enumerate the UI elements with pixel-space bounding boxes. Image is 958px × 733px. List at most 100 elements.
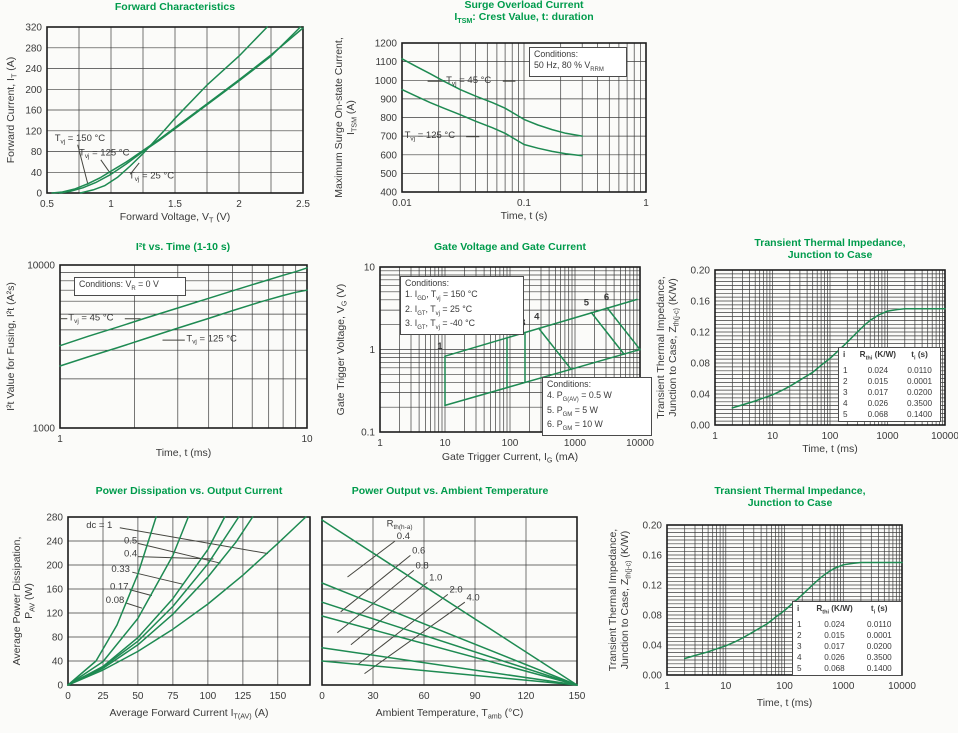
series-tvj-125c (59, 26, 302, 194)
series-rth-0p6 (321, 582, 578, 686)
annotation-label: 2.0 (450, 585, 463, 596)
y-tick-label: 80 (52, 633, 64, 644)
x-axis-label: Time, t (ms) (156, 447, 212, 459)
y-tick-label: 120 (25, 126, 42, 137)
y-tick-label: 0.04 (643, 641, 663, 652)
x-tick-label: 30 (367, 691, 379, 702)
x-tick-label: 60 (418, 691, 430, 702)
y-axis-label: Junction to Case, Zth(j-c) (K/W) (619, 531, 632, 669)
annotation-label: 0.5 (124, 535, 137, 546)
label-leader-line (347, 540, 396, 578)
series-rth-1p0 (321, 615, 578, 686)
y-tick-label: 280 (46, 513, 63, 524)
x-tick-label: 120 (518, 691, 535, 702)
x-axis-label: Average Forward Current IT(AV) (A) (109, 707, 268, 720)
x-tick-label: 125 (235, 691, 252, 702)
x-tick-label: 0 (319, 691, 325, 702)
x-axis-label: Forward Voltage, VT (V) (120, 211, 231, 224)
y-axis-label: Junction to Case, Zth(j-c) (K/W) (667, 278, 680, 416)
y-tick-label: 160 (25, 106, 42, 117)
y-axis-label: Average Power Dissipation, (11, 537, 23, 666)
annotation-label: Tvj = 150 °C (55, 133, 106, 145)
y-axis-label: Transient Thermal Impedance, (655, 276, 667, 418)
y-tick-label: 700 (380, 132, 397, 143)
y-tick-label: 200 (46, 561, 63, 572)
x-tick-label: 1 (664, 681, 670, 692)
conditions-box: Conditions: VR = 0 V (74, 277, 186, 296)
y-axis-label: Forward Current, IT (A) (5, 57, 18, 163)
label-leader-line (357, 594, 449, 665)
chart-title-power-dissipation: Power Dissipation vs. Output Current (95, 485, 283, 497)
y-tick-label: 1000 (375, 76, 398, 87)
y-axis-label: I²t Value for Fusing, I²t (A²s) (5, 282, 17, 411)
series-upper-limit (444, 298, 638, 357)
x-tick-label: 150 (269, 691, 286, 702)
x-tick-label: 50 (132, 691, 144, 702)
thermal-network-table: i Rthi (K/W) ti (s) 1 0.024 0.0110 2 0.015 0.000… (792, 601, 902, 676)
series-line-6-p10w (606, 307, 641, 351)
annotation-label: Tvj = 125 °C (79, 148, 130, 160)
series-tvj-45c (401, 58, 583, 137)
y-tick-label: 10000 (27, 261, 55, 272)
y-axis-label: PAV (W) (23, 583, 36, 619)
annotation-label: 0.8 (416, 561, 429, 572)
series-tvj-125c (59, 289, 308, 367)
y-tick-label: 1200 (375, 39, 398, 50)
x-tick-label: 1 (643, 198, 649, 209)
annotation-label: 1 (437, 341, 443, 352)
x-tick-label: 10 (301, 434, 313, 445)
y-tick-label: 900 (380, 94, 397, 105)
series-line-5-p5w (590, 311, 625, 355)
y-tick-label: 320 (25, 23, 42, 34)
y-tick-label: 0.12 (643, 581, 663, 592)
y-axis-label: ITSM (A) (345, 100, 358, 135)
y-tick-label: 280 (25, 43, 42, 54)
annotation-label: Tvj = 125 °C (186, 333, 237, 345)
chart-title-transient-thermal-bottom: Transient Thermal Impedance, Junction to … (714, 485, 866, 509)
y-tick-label: 1100 (375, 57, 397, 68)
annotation-label: 0.33 (111, 564, 129, 575)
x-tick-label: 10000 (626, 438, 654, 449)
series-tvj-25c (79, 26, 268, 194)
label-leader-line (137, 542, 221, 564)
y-tick-label: 240 (46, 537, 63, 548)
x-tick-label: 1 (108, 199, 114, 210)
y-axis-label: Gate Trigger Voltage, VG (V) (335, 284, 348, 416)
y-tick-label: 0.1 (361, 428, 375, 439)
series-tvj-125c (401, 88, 583, 157)
x-axis-label: Time, t (ms) (757, 697, 813, 709)
x-tick-label: 1000 (832, 681, 855, 692)
series-rth-0p4 (321, 519, 578, 686)
series-rth-2p0 (321, 647, 578, 686)
x-tick-label: 10000 (888, 681, 916, 692)
series-dc-0p08 (67, 516, 157, 686)
annotation-label: 5 (584, 298, 590, 309)
y-tick-label: 600 (380, 150, 397, 161)
x-tick-label: 100 (502, 438, 519, 449)
x-axis-label: Ambient Temperature, Tamb (°C) (376, 707, 524, 720)
x-tick-label: 1000 (564, 438, 587, 449)
annotation-label: 0.17 (110, 582, 129, 593)
x-tick-label: 2 (236, 199, 242, 210)
label-leader-line (336, 570, 415, 634)
y-tick-label: 800 (380, 113, 397, 124)
y-tick-label: 240 (25, 64, 42, 75)
series-dc-0p33 (67, 516, 226, 686)
series-dc-0p17 (67, 516, 190, 686)
label-leader-line (350, 582, 428, 646)
conditions-box: Conditions: 50 Hz, 80 % VRRM (529, 47, 627, 77)
y-tick-label: 40 (31, 168, 43, 179)
x-tick-label: 1 (57, 434, 63, 445)
chart-power-output-vs-ambient-temperature: Rth(h-a)0.40.6 0.81.0 2.0 4.0 0 30 60 90 120 150 A… (319, 516, 586, 720)
y-tick-label: 40 (52, 657, 64, 668)
x-tick-label: 0 (65, 691, 71, 702)
chart-power-dissipation-vs-output-current: dc = 1 0.5 0.4 0.33 0.17 0.08 0 25 50 75 100 125 150… (11, 513, 311, 720)
label-leader-line (119, 527, 269, 555)
y-tick-label: 0.08 (643, 611, 663, 622)
x-tick-label: 100 (776, 681, 793, 692)
annotation-label: 0.08 (106, 595, 125, 606)
y-tick-label: 0.20 (691, 266, 711, 277)
y-tick-label: 0.12 (691, 328, 711, 339)
x-tick-label: 25 (97, 691, 109, 702)
